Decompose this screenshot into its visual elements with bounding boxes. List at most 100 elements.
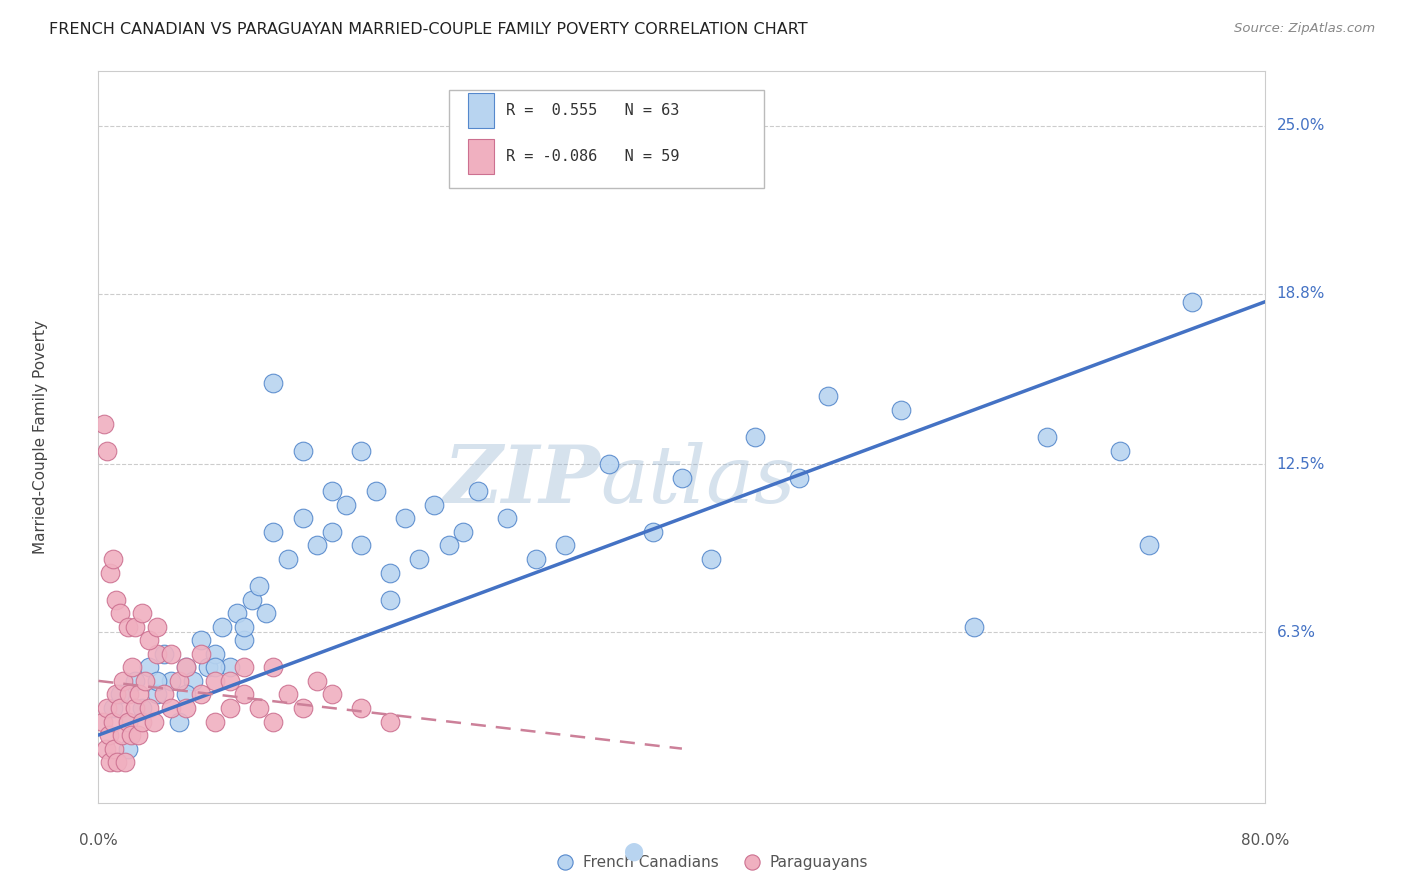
- Point: [117, 714, 139, 729]
- Point: [437, 538, 460, 552]
- Point: [321, 524, 343, 539]
- Point: [744, 430, 766, 444]
- Text: FRENCH CANADIAN VS PARAGUAYAN MARRIED-COUPLE FAMILY POVERTY CORRELATION CHART: FRENCH CANADIAN VS PARAGUAYAN MARRIED-CO…: [49, 22, 808, 37]
- Point: [408, 552, 430, 566]
- Point: [103, 741, 125, 756]
- Point: [554, 855, 576, 870]
- Point: [364, 484, 387, 499]
- Point: [101, 552, 124, 566]
- Text: 18.8%: 18.8%: [1277, 286, 1324, 301]
- Point: [247, 579, 270, 593]
- Text: ZIP: ZIP: [443, 442, 600, 520]
- Point: [167, 714, 190, 729]
- Point: [671, 471, 693, 485]
- Point: [110, 606, 132, 620]
- Point: [124, 620, 146, 634]
- Point: [962, 620, 984, 634]
- Text: Source: ZipAtlas.com: Source: ZipAtlas.com: [1234, 22, 1375, 36]
- Point: [233, 688, 256, 702]
- Point: [197, 660, 219, 674]
- FancyBboxPatch shape: [449, 90, 763, 188]
- Point: [146, 673, 169, 688]
- Point: [98, 755, 121, 769]
- Point: [124, 701, 146, 715]
- Point: [204, 714, 226, 729]
- Point: [1108, 443, 1130, 458]
- Point: [117, 741, 139, 756]
- Point: [160, 647, 183, 661]
- Point: [146, 688, 169, 702]
- Text: 80.0%: 80.0%: [1241, 833, 1289, 848]
- Point: [120, 728, 142, 742]
- Point: [127, 728, 149, 742]
- Point: [118, 688, 141, 702]
- Text: 12.5%: 12.5%: [1277, 457, 1324, 472]
- Point: [226, 606, 249, 620]
- Point: [117, 714, 139, 729]
- Point: [91, 714, 114, 729]
- Point: [112, 673, 135, 688]
- Point: [233, 633, 256, 648]
- Text: Paraguayans: Paraguayans: [769, 855, 868, 870]
- Text: ⬤: ⬤: [623, 843, 643, 861]
- Point: [218, 701, 240, 715]
- Text: 25.0%: 25.0%: [1277, 118, 1324, 133]
- Point: [134, 673, 156, 688]
- Point: [142, 714, 165, 729]
- Point: [138, 701, 160, 715]
- Point: [97, 728, 120, 742]
- Point: [110, 701, 132, 715]
- Point: [263, 376, 285, 390]
- Point: [174, 660, 197, 674]
- Point: [254, 606, 277, 620]
- Point: [321, 688, 343, 702]
- Text: atlas: atlas: [600, 442, 796, 520]
- Point: [218, 660, 240, 674]
- Point: [117, 620, 139, 634]
- Point: [160, 673, 183, 688]
- Point: [350, 443, 373, 458]
- Point: [204, 647, 226, 661]
- Point: [190, 647, 212, 661]
- Point: [174, 688, 197, 702]
- Point: [263, 714, 285, 729]
- Point: [524, 552, 547, 566]
- Text: R =  0.555   N = 63: R = 0.555 N = 63: [506, 103, 679, 118]
- Point: [96, 701, 118, 715]
- Point: [101, 701, 124, 715]
- Text: R = -0.086   N = 59: R = -0.086 N = 59: [506, 149, 679, 164]
- Point: [138, 660, 160, 674]
- Point: [307, 673, 329, 688]
- Point: [787, 471, 810, 485]
- Point: [93, 417, 115, 431]
- Point: [110, 688, 132, 702]
- FancyBboxPatch shape: [468, 138, 494, 174]
- FancyBboxPatch shape: [468, 93, 494, 128]
- Point: [128, 688, 150, 702]
- Point: [138, 633, 160, 648]
- Point: [321, 484, 343, 499]
- Point: [890, 403, 912, 417]
- Text: 0.0%: 0.0%: [79, 833, 118, 848]
- Point: [263, 524, 285, 539]
- Point: [131, 606, 153, 620]
- Point: [167, 673, 190, 688]
- Point: [1137, 538, 1160, 552]
- Point: [240, 592, 263, 607]
- Point: [554, 538, 576, 552]
- Point: [335, 498, 357, 512]
- Point: [104, 688, 127, 702]
- Point: [218, 673, 240, 688]
- Text: French Canadians: French Canadians: [582, 855, 718, 870]
- Point: [394, 511, 416, 525]
- Point: [111, 728, 134, 742]
- Point: [380, 592, 402, 607]
- Point: [153, 647, 176, 661]
- Point: [190, 688, 212, 702]
- Point: [817, 389, 839, 403]
- Point: [1035, 430, 1057, 444]
- Point: [233, 620, 256, 634]
- Point: [451, 524, 474, 539]
- Point: [350, 701, 373, 715]
- Point: [211, 620, 233, 634]
